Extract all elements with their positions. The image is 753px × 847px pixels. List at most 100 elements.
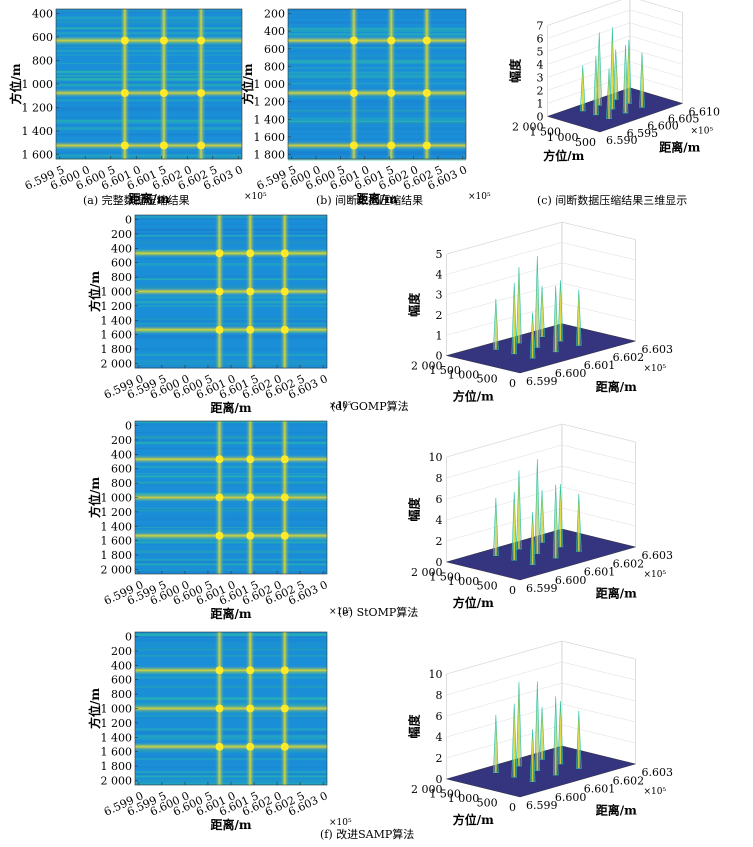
heatmap-target-peak [387,36,396,45]
y-tick-label: 1 400 [101,520,133,533]
heatmap-texture [135,233,327,235]
y-tick-label: 1 200 [101,506,133,519]
heatmap-texture [135,736,327,739]
heatmap-texture [135,335,327,339]
heatmap-texture [288,110,466,112]
heatmap-texture [288,122,466,125]
heatmap-texture [288,75,466,79]
surface-peak [596,32,603,106]
heatmap-target-peak [215,493,224,502]
heatmap-target-peak [120,36,129,45]
heatmap-texture [56,127,242,130]
heatmap-texture [135,775,327,777]
heatmap-target-peak [246,287,255,296]
y-tick-label: 0 [509,377,516,390]
heatmap-texture [135,322,327,325]
heatmap-target-peak [246,325,255,334]
heatmap-texture [135,439,327,441]
z-tick-label: 4 [436,731,443,744]
surface-peak [516,682,522,767]
y-tick-label: 600 [264,43,285,56]
heatmap-target-row [56,35,242,46]
x-axis-label: 距离/m [210,606,251,621]
heatmap-texture [135,728,327,731]
heatmap-texture [135,524,327,528]
y-tick-label: 400 [264,25,285,38]
heatmap-target-row [135,530,327,541]
heatmap-texture [288,55,466,57]
heatmap-texture [135,228,327,231]
heatmap-texture [135,772,327,776]
heatmap-target-peak [197,36,206,45]
heatmap-texture [135,421,327,423]
surface-peak [552,484,559,559]
heatmap-texture [135,278,327,280]
y-tick-label: 0 [125,631,132,644]
heatmap-texture [135,526,327,529]
y-tick-label: 500 [575,136,596,149]
heatmap-texture [288,111,466,114]
x-tick-label: 6.605 [668,113,700,126]
y-axis-label: 方位/m [87,688,102,729]
heatmap-target-row [135,665,327,676]
heatmap-texture [288,30,466,32]
z-gridline [446,507,636,542]
heatmap-texture [288,153,466,156]
heatmap-texture [288,27,466,30]
heatmap-texture [135,441,327,445]
heatmap-texture [56,76,242,79]
x-exponent: ×10⁵ [329,818,352,828]
y-tick-label: 200 [111,434,132,447]
heatmap-texture [56,76,242,78]
x-tick-label: 6.599 [526,799,558,812]
heatmap-texture [56,32,242,35]
heatmap-texture [135,633,327,636]
x-tick-label: 6.601 [584,566,616,579]
heatmap-texture [56,70,242,74]
x-tick-label: 6.603 [642,343,674,356]
y-tick-label: 1 000 [101,492,133,505]
heatmap-texture [288,9,466,12]
heatmap-texture [135,241,327,245]
z-tick-label: 0 [436,556,443,569]
heatmap-target-row [288,140,466,151]
heatmap-texture [288,28,466,31]
heatmap-target-peak [159,141,168,150]
z-tick-label: 2 [537,84,544,97]
heatmap-texture [135,263,327,266]
heatmap-texture [56,75,242,77]
surface-peak [529,729,536,783]
heatmap-texture [288,101,466,104]
z-gridline [547,22,683,52]
heatmap-target-peak [215,531,224,540]
heatmap-texture [135,561,327,563]
y-tick-label: 2 000 [101,774,133,787]
heatmap-texture [135,685,327,689]
heatmap-target-row [135,248,327,259]
heatmap-texture [56,21,242,23]
y-tick-label: 800 [264,60,285,73]
heatmap-target-peak [280,742,289,751]
surface-peak [534,681,541,771]
heatmap-texture [56,83,242,87]
y-tick-label: 1 400 [101,731,133,744]
y-tick-label: 600 [111,257,132,270]
y-axis-label: 方位/m [240,63,255,104]
y-tick-label: 600 [32,31,53,44]
y-tick-label: 1 400 [22,125,54,138]
z-tick-label: 7 [537,19,544,32]
heatmap-texture [135,647,327,650]
y-tick-label: 800 [111,477,132,490]
surface-peak [539,285,545,338]
caption-a: (a) 完整数据压缩结果 [83,194,190,207]
heatmap-texture [135,435,327,438]
heatmap-texture [135,465,327,469]
heatmap-target-peak [246,531,255,540]
x-tick-label: 6.599 [526,582,558,595]
x-axis-label: 距离/m [128,191,169,206]
z-tick-label: 4 [537,58,544,71]
heatmap-texture [56,82,242,85]
heatmap-texture [135,360,327,362]
